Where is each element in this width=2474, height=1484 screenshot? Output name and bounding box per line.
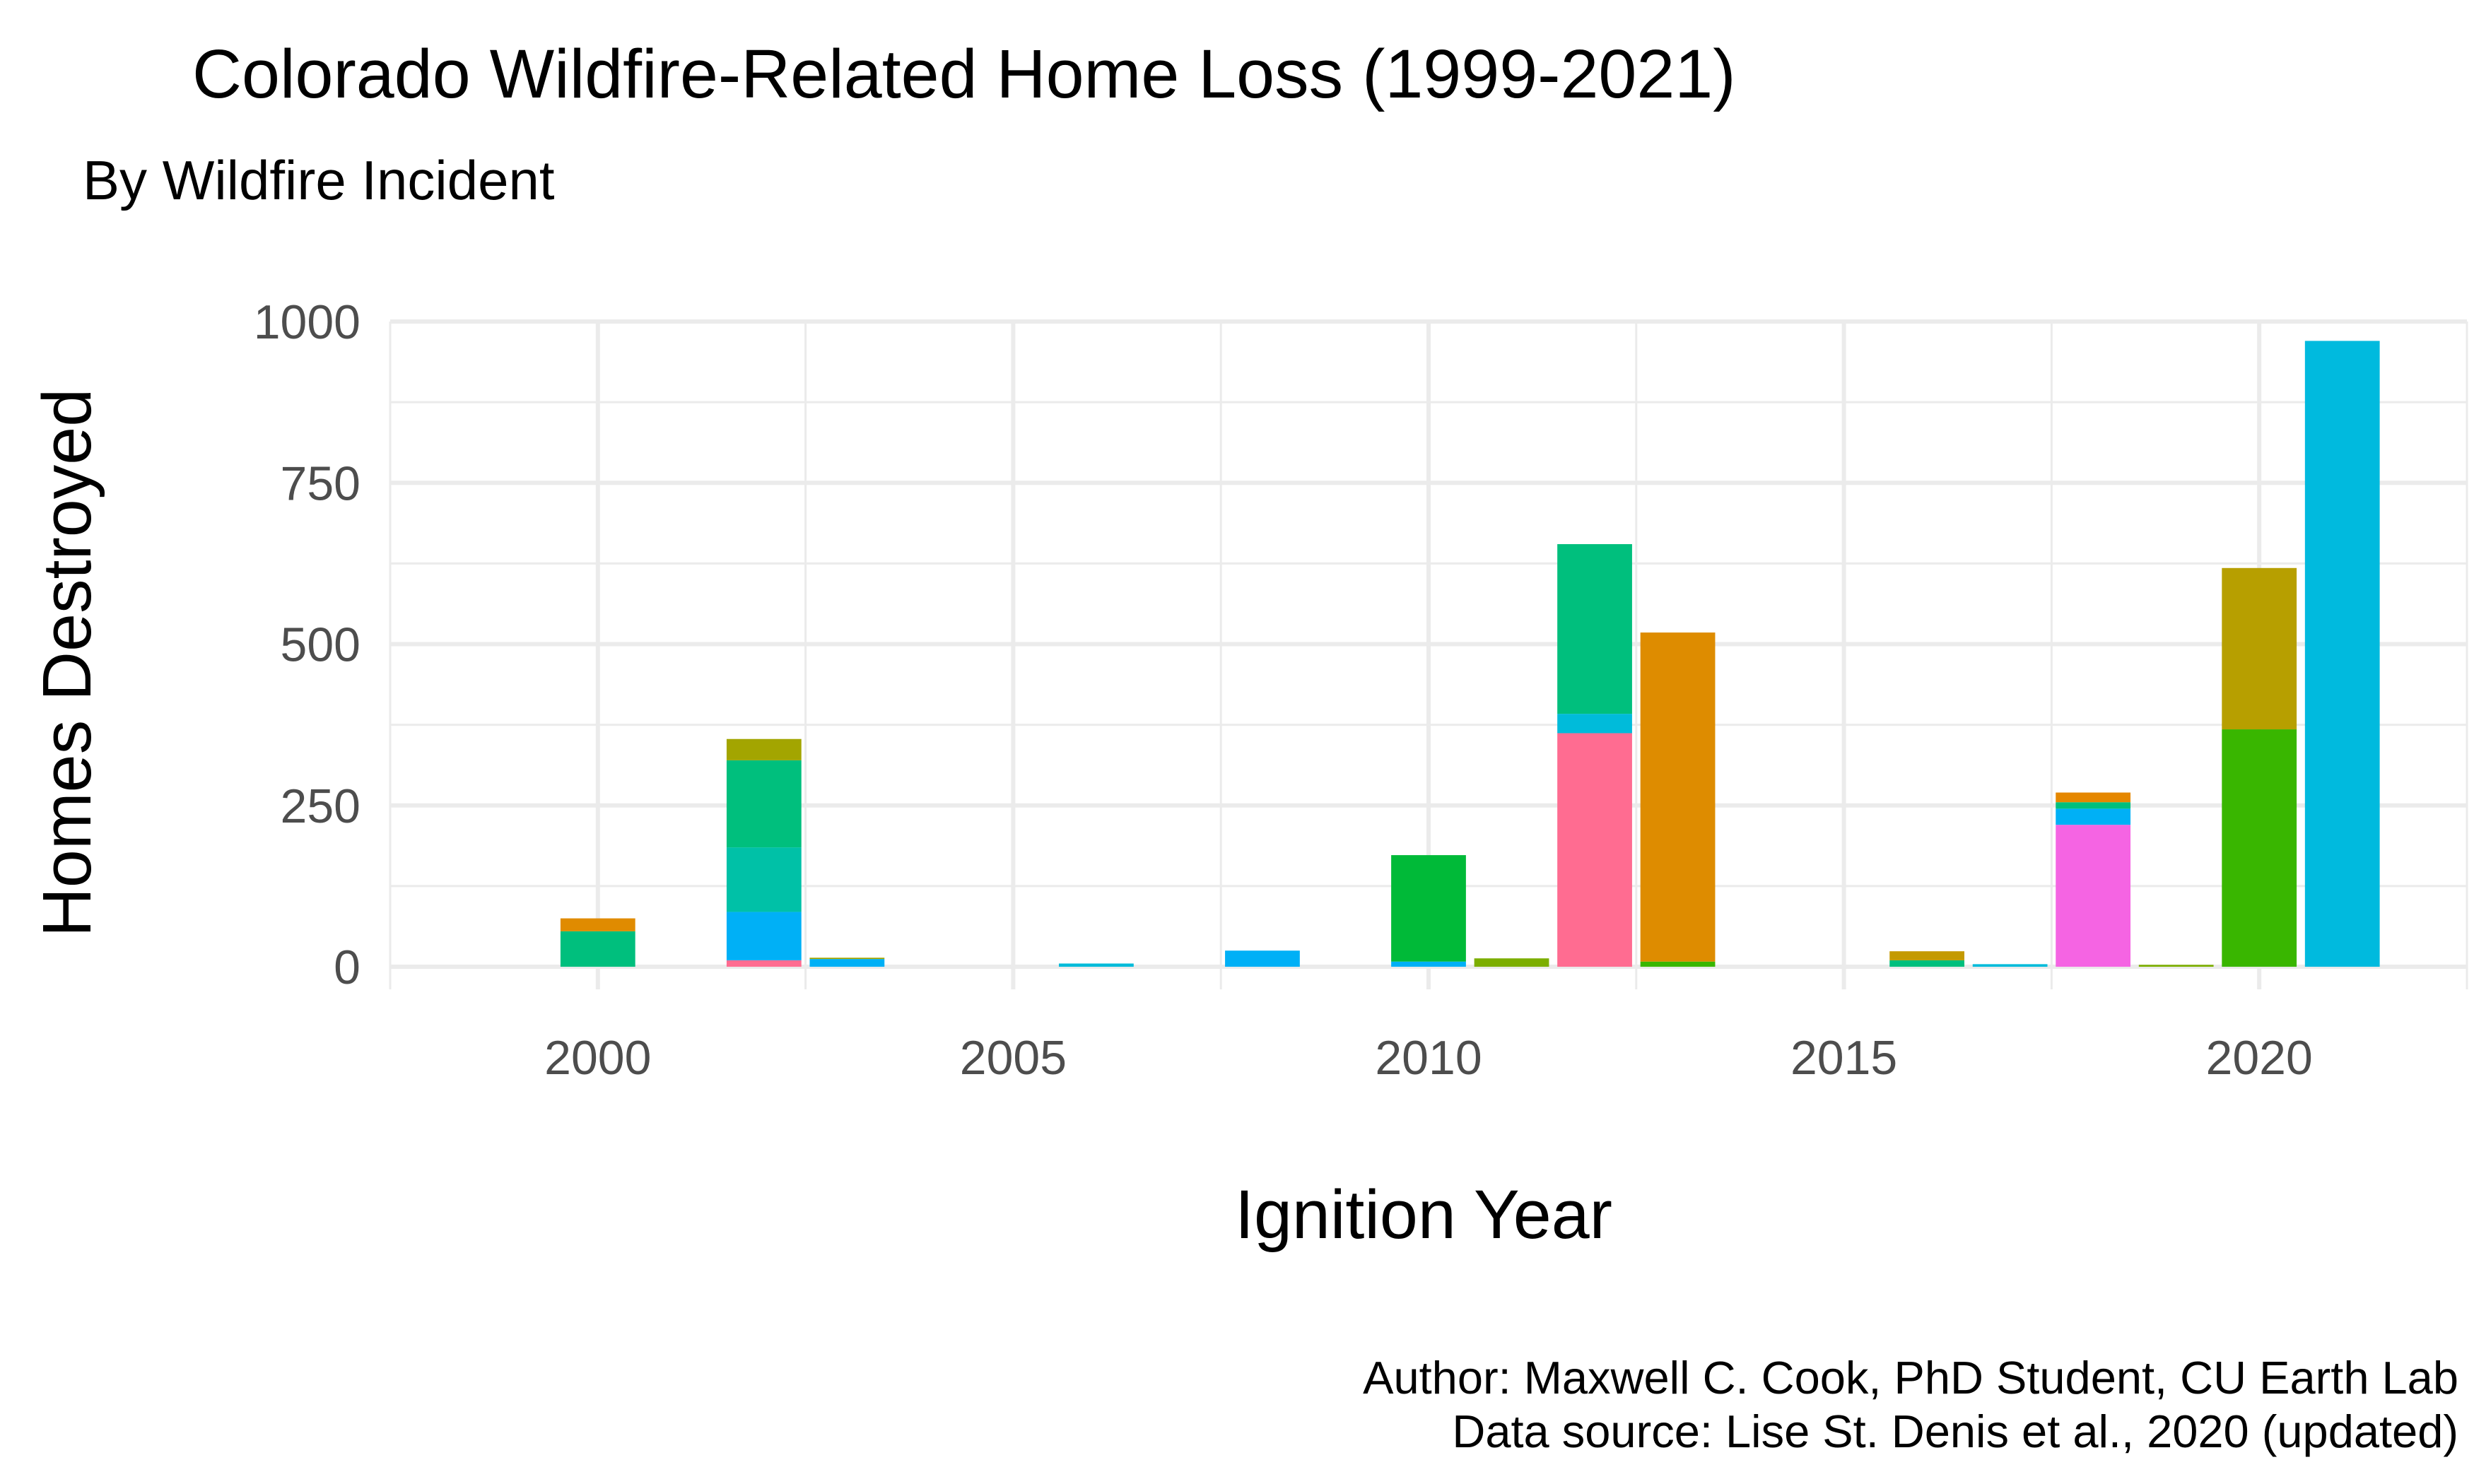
bar-segment-2002 [726,760,802,848]
x-tick-labels: 2000 2005 2010 2015 2020 [544,1031,2313,1085]
bar-segment-2012 [1557,714,1632,734]
bar-segment-2012 [1557,544,1632,714]
bar-segment-2012 [1557,733,1632,967]
x-tick-label: 2000 [544,1031,651,1085]
bar-segment-2018 [2056,802,2131,809]
bar-segment-2003 [809,959,885,967]
bar-segment-2002 [726,912,802,960]
bar-segment-2010 [1391,961,1466,967]
y-tick-label: 750 [281,457,360,510]
chart-subtitle: By Wildfire Incident [83,149,555,211]
bar-segment-2016 [1889,951,1965,960]
x-tick-label: 2015 [1790,1031,1897,1085]
bar-segment-2003 [809,958,885,960]
caption-line-2: Data source: Lise St. Denis et al., 2020… [1452,1406,2458,1457]
bar-segment-2018 [2056,808,2131,825]
y-axis-title: Homes Destroyed [28,389,105,937]
bar-segment-2002 [726,960,802,967]
bar-segment-2002 [726,738,802,760]
bar-segment-2013 [1640,632,1716,962]
bar-segment-2010 [1391,855,1466,962]
bar-segment-2000 [560,918,635,931]
bar-segment-2011 [1474,958,1549,967]
bar-segment-2013 [1640,961,1716,967]
y-tick-label: 500 [281,618,360,672]
bar-segment-2018 [2056,792,2131,803]
y-tick-labels: 0 250 500 750 1000 [254,295,360,994]
bar-segment-2021 [2304,341,2380,967]
y-tick-label: 250 [281,779,360,833]
bar-segment-2016 [1889,960,1965,967]
x-tick-label: 2020 [2206,1031,2313,1085]
bar-segment-2019 [2138,965,2214,967]
y-tick-label: 0 [334,941,360,994]
bar-segment-2020 [2222,567,2297,730]
bar-segment-2002 [726,847,802,912]
bar-segment-2017 [1972,964,2048,967]
caption-line-1: Author: Maxwell C. Cook, PhD Student, CU… [1363,1352,2458,1403]
x-tick-label: 2005 [960,1031,1067,1085]
bar-segment-2020 [2222,729,2297,967]
bar-segment-2008 [1225,950,1300,967]
bar-segment-2006 [1059,963,1134,967]
y-tick-label: 1000 [254,295,360,349]
chart-title: Colorado Wildfire-Related Home Loss (199… [192,35,1736,112]
bar-segment-2018 [2056,825,2131,967]
x-tick-label: 2010 [1375,1031,1482,1085]
x-axis-title: Ignition Year [1235,1176,1612,1253]
bar-segment-2000 [560,931,635,967]
bars [560,341,2380,967]
